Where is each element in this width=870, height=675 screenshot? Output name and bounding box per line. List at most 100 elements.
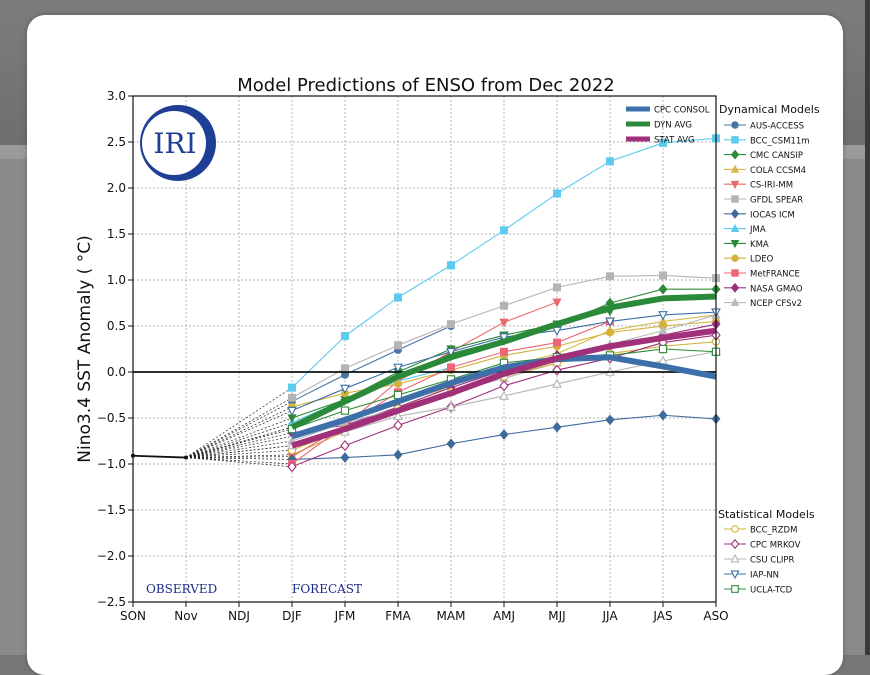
data-point-cmc-cansip: [658, 283, 668, 295]
data-point-iap-nn: [499, 333, 509, 343]
legend-label-ldeo: LDEO: [750, 255, 774, 265]
data-point-iocas-icm: [340, 452, 350, 463]
iri-logo-inner: [142, 111, 206, 175]
x-tick-label: JJA: [601, 609, 618, 623]
legend-marker-cpc-mrkov: [730, 538, 740, 550]
init-dash-iocas-icm: [185, 457, 293, 460]
data-point-metfrance: [553, 338, 562, 347]
data-point-iocas-icm: [393, 449, 403, 461]
data-point-iap-nn: [393, 363, 403, 373]
data-point-iocas-icm: [658, 409, 668, 421]
legend-marker-iocas-icm: [730, 208, 740, 219]
legend-label-iap-nn: IAP-NN: [750, 571, 779, 581]
data-point-gfdl-spear: [553, 283, 562, 292]
plot-frame: [132, 95, 717, 603]
legend-label-nasa-gmao: NASA GMAO: [750, 284, 803, 294]
legend-label-bcc-csm11m: BCC_CSM11m: [750, 136, 810, 146]
legend-statistical-title: Statistical Models: [718, 508, 815, 521]
data-point-bcc-csm11m: [659, 138, 668, 147]
data-point-bcc-csm11m: [553, 189, 562, 198]
x-tick-label: ASO: [703, 609, 728, 623]
forecast-label: FORECAST: [292, 582, 362, 596]
data-point-iocas-icm: [499, 429, 509, 440]
data-point-metfrance: [446, 363, 455, 372]
data-point-bcc-csm11m: [340, 332, 349, 341]
legend-marker-csu-clipr: [730, 553, 740, 563]
data-point-ucla-tcd: [658, 344, 668, 354]
data-point-ncep-cfsv2: [658, 325, 668, 335]
data-point-iap-nn: [552, 326, 562, 337]
observed-label: OBSERVED: [146, 582, 217, 596]
init-dash-bcc-csm11m: [185, 387, 293, 458]
initial-dashed-lines: [185, 387, 293, 468]
data-point-cpc-mrkov: [552, 364, 562, 376]
data-point-cs-iri-mm: [552, 298, 562, 308]
average-lines-layer: [290, 293, 717, 449]
data-point-iap-nn: [658, 311, 668, 321]
y-tick-label: 2.5: [107, 135, 126, 149]
grid: [133, 96, 716, 602]
series-line-aus-access: [291, 325, 452, 402]
series-line-stat-avg: [291, 327, 717, 449]
data-point-cs-iri-mm: [499, 318, 509, 328]
observed-line: [132, 454, 187, 459]
data-point-metfrance: [499, 347, 508, 356]
legend-marker-ucla-tcd: [731, 585, 739, 593]
data-point-gfdl-spear: [287, 393, 296, 402]
y-tick-label: 2.0: [107, 181, 126, 195]
iri-logo-text: IRI: [153, 127, 196, 160]
data-point-csu-clipr: [552, 378, 562, 388]
chart-title: Model Predictions of ENSO from Dec 2022: [237, 75, 614, 96]
y-tick-label: 1.5: [107, 227, 126, 241]
init-dash-gfdl-spear: [185, 397, 293, 458]
y-tick-label: 1.0: [107, 273, 126, 287]
legend-label-cola-ccsm4: COLA CCSM4: [750, 166, 806, 176]
init-dash-stat-avg: [185, 445, 293, 458]
legend-marker-bcc-rzdm: [731, 525, 739, 533]
legend-label-ucla-tcd: UCLA-TCD: [750, 586, 793, 596]
legend-marker-ldeo: [731, 254, 739, 262]
legend-label-cs-iri-mm: CS-IRI-MM: [750, 181, 793, 191]
legend-marker-cmc-cansip: [730, 149, 740, 160]
init-dash-ldeo: [185, 406, 293, 458]
data-point-gfdl-spear: [446, 320, 455, 329]
data-point-cpc-mrkov: [499, 380, 509, 392]
data-point-iap-nn: [446, 347, 456, 358]
legend-label-csu-clipr: CSU CLIPR: [750, 556, 795, 566]
legend-marker-aus-access: [731, 121, 739, 129]
x-tick-label: JFM: [334, 609, 356, 623]
legend-marker-metfrance: [731, 269, 739, 277]
legend-label-iocas-icm: IOCAS ICM: [750, 210, 795, 220]
data-point-csu-clipr: [499, 390, 509, 400]
legend-label-dyn-avg: DYN AVG: [654, 121, 692, 131]
y-tick-label: −0.5: [97, 411, 126, 425]
init-dash-metfrance: [185, 457, 293, 465]
data-point-bcc-csm11m: [606, 157, 615, 166]
data-point-bcc-csm11m: [446, 261, 455, 270]
y-tick-label: 0.0: [107, 365, 126, 379]
x-tick-label: JAS: [652, 609, 672, 623]
legend-marker-ncep-cfsv2: [730, 297, 740, 306]
data-point-bcc-csm11m: [393, 293, 402, 302]
init-dash-bcc-rzdm: [185, 449, 293, 458]
y-tick-label: −1.5: [97, 503, 126, 517]
y-tick-label: −1.0: [97, 457, 126, 471]
data-point-iap-nn: [340, 384, 350, 395]
data-point-csu-clipr: [446, 401, 456, 411]
legend-marker-bcc-csm11m: [731, 136, 739, 144]
y-axis-ticks: 3.0 2.5 2.0 1.5 1.0 0.5 0.0 −0.5 −1.0 −1.5 −2.0 −2.…: [97, 89, 133, 609]
x-tick-label: AMJ: [493, 609, 515, 623]
init-dash-cs-iri-mm: [185, 456, 293, 458]
legend-dynamical-title: Dynamical Models: [719, 103, 820, 116]
legend-marker-jma: [730, 223, 740, 232]
data-point-iap-nn: [605, 317, 615, 327]
init-dash-kma: [185, 417, 293, 458]
data-point-cpc-mrkov: [287, 461, 297, 473]
legend-averages: CPC CONSOL DYN AVG STAT AVG: [626, 106, 710, 146]
legend-label-kma: KMA: [750, 240, 769, 250]
data-point-cpc-mrkov: [393, 419, 403, 431]
data-point-ucla-tcd: [340, 406, 350, 415]
data-point-iocas-icm: [552, 421, 562, 433]
legend-label-bcc-rzdm: BCC_RZDM: [750, 526, 797, 536]
legend-label-stat-avg: STAT AVG: [654, 136, 695, 146]
